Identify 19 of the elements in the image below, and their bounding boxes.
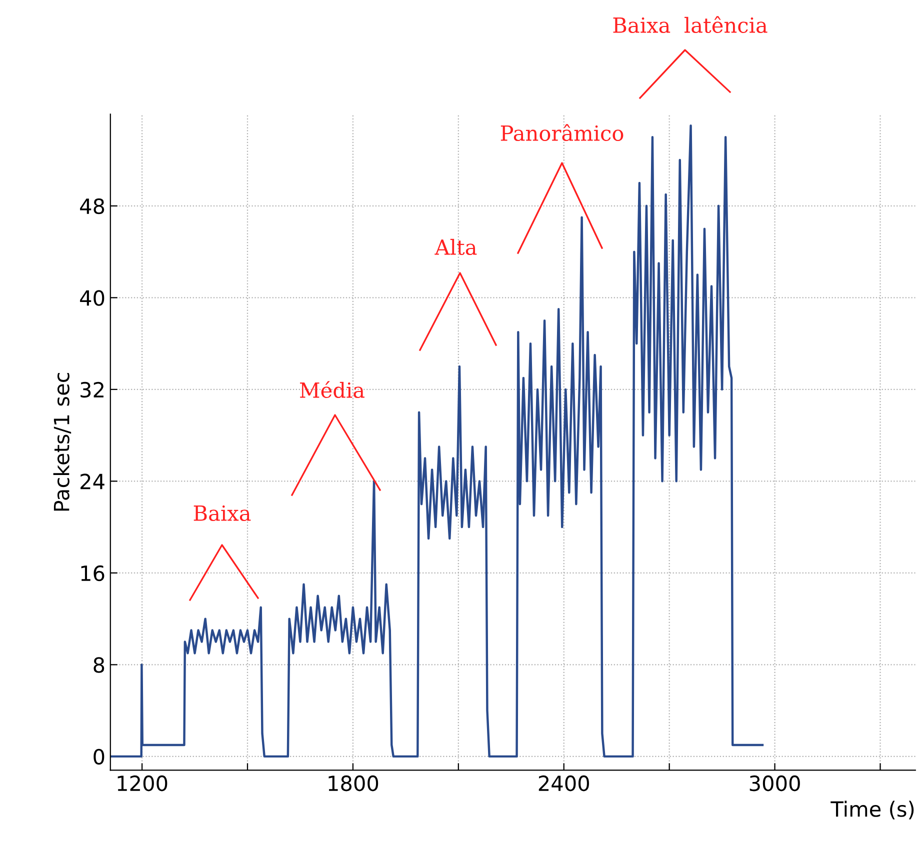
x-tick-label: 2400 — [538, 775, 589, 792]
annotation: Média — [300, 381, 364, 398]
x-tick-label: 3000 — [750, 775, 800, 792]
annotation: Alta — [434, 238, 477, 256]
x-tick-label: 1200 — [118, 775, 168, 792]
text: Baixa latência — [613, 16, 768, 34]
annotation: Panorâmico — [500, 124, 624, 142]
y-tick-label: 16 — [81, 565, 104, 582]
y-tick-label: 32 — [80, 382, 104, 398]
y-tick-label: 40 — [80, 290, 104, 306]
y-tick-label: 48 — [80, 198, 104, 214]
y-tick-label: 8 — [94, 657, 104, 673]
y-tick-label: 24 — [80, 474, 104, 490]
x-tick-label: 1800 — [328, 775, 378, 792]
annotation: Baixa — [194, 505, 251, 522]
line-series — [110, 124, 764, 758]
y-tick-label: 0 — [94, 748, 104, 765]
x-axis-title: Time (s) — [830, 800, 914, 820]
y-axis-title: Packets/1 sec — [53, 372, 72, 511]
